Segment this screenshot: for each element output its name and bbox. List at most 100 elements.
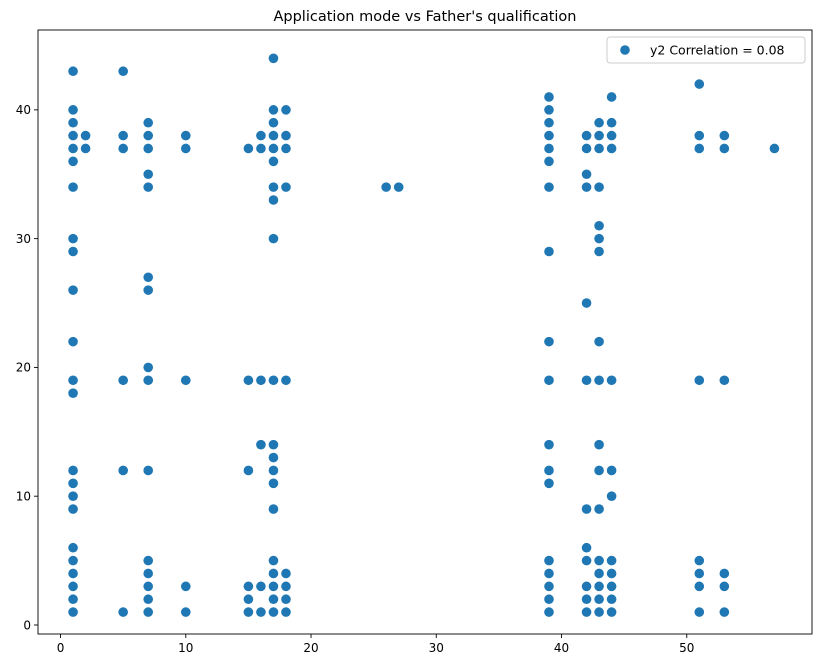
data-point — [281, 568, 291, 579]
data-point — [594, 568, 604, 579]
data-point — [594, 504, 604, 514]
data-point — [68, 117, 78, 128]
data-point — [719, 143, 730, 154]
data-point — [268, 53, 279, 64]
data-point — [581, 607, 592, 617]
data-point — [68, 285, 78, 295]
data-point — [68, 336, 78, 347]
data-point — [68, 233, 78, 244]
data-point — [268, 439, 279, 450]
data-point — [594, 375, 604, 386]
data-point — [68, 130, 78, 141]
data-point — [606, 555, 617, 566]
data-point — [719, 607, 730, 617]
data-point — [544, 105, 554, 115]
data-point — [268, 182, 279, 192]
data-point — [268, 465, 279, 476]
data-point — [694, 607, 705, 617]
data-point — [594, 336, 604, 347]
data-point — [719, 581, 730, 592]
data-point — [544, 375, 554, 386]
data-point — [180, 143, 191, 154]
data-point — [606, 117, 617, 128]
data-point — [606, 92, 617, 102]
data-point — [544, 439, 554, 450]
data-point — [581, 182, 592, 192]
data-point — [68, 478, 78, 489]
data-point — [544, 182, 554, 192]
data-point — [544, 581, 554, 592]
data-point — [381, 182, 391, 192]
data-point — [68, 246, 78, 257]
data-point — [281, 182, 291, 192]
data-point — [143, 169, 154, 180]
data-point — [143, 594, 154, 605]
data-point — [143, 581, 154, 592]
data-point — [268, 478, 279, 489]
data-point — [143, 375, 154, 386]
data-point — [118, 66, 128, 77]
data-point — [268, 504, 279, 514]
data-point — [68, 568, 78, 579]
data-point — [118, 375, 128, 386]
data-point — [68, 66, 78, 77]
data-point — [180, 130, 191, 141]
data-point — [80, 130, 91, 141]
data-point — [281, 143, 291, 154]
y-tick-label: 30 — [16, 232, 31, 246]
data-point — [68, 581, 78, 592]
data-point — [268, 156, 279, 167]
data-point — [281, 581, 291, 592]
data-point — [268, 607, 279, 617]
data-point — [606, 568, 617, 579]
data-point — [769, 143, 780, 154]
data-points — [68, 53, 780, 617]
chart-title: Application mode vs Father's qualificati… — [273, 9, 576, 25]
data-point — [143, 362, 154, 373]
x-tick-label: 10 — [178, 641, 193, 655]
data-point — [143, 130, 154, 141]
data-point — [68, 465, 78, 476]
data-point — [694, 568, 705, 579]
data-point — [118, 607, 128, 617]
data-point — [544, 555, 554, 566]
data-point — [594, 465, 604, 476]
data-point — [606, 375, 617, 386]
data-point — [243, 594, 254, 605]
data-point — [281, 594, 291, 605]
data-point — [268, 143, 279, 154]
data-point — [594, 220, 604, 231]
data-point — [694, 555, 705, 566]
data-point — [544, 594, 554, 605]
data-point — [581, 555, 592, 566]
x-tick-label: 20 — [303, 641, 318, 655]
x-tick-label: 0 — [57, 641, 65, 655]
data-point — [281, 607, 291, 617]
data-point — [281, 105, 291, 115]
data-point — [606, 581, 617, 592]
data-point — [594, 246, 604, 257]
data-point — [268, 105, 279, 115]
data-point — [268, 594, 279, 605]
data-point — [594, 555, 604, 566]
data-point — [143, 272, 154, 283]
data-point — [68, 182, 78, 192]
data-point — [719, 375, 730, 386]
data-point — [243, 375, 254, 386]
data-point — [143, 117, 154, 128]
data-point — [256, 607, 266, 617]
data-point — [606, 607, 617, 617]
data-point — [118, 130, 128, 141]
data-point — [80, 143, 91, 154]
data-point — [606, 594, 617, 605]
data-point — [256, 143, 266, 154]
data-point — [68, 105, 78, 115]
y-tick-label: 40 — [16, 103, 31, 117]
data-point — [581, 130, 592, 141]
data-point — [606, 465, 617, 476]
data-point — [594, 233, 604, 244]
data-point — [143, 607, 154, 617]
data-point — [594, 439, 604, 450]
x-axis: 0 10 20 30 40 50 — [57, 634, 694, 655]
data-point — [544, 465, 554, 476]
